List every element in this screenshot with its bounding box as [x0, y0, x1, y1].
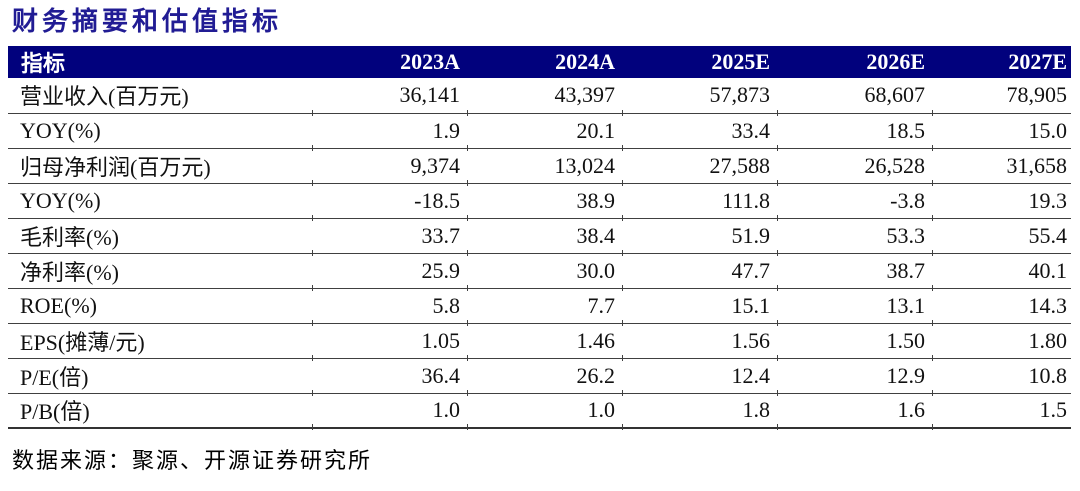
table-cell: 1.80: [932, 323, 1071, 359]
table-cell: 12.9: [777, 358, 933, 395]
header-cell-2025e: 2025E: [622, 46, 777, 78]
table-cell: 13,024: [467, 148, 623, 185]
table-cell: 1.9: [312, 113, 468, 150]
table-cell: 10.8: [932, 358, 1071, 394]
table-cell: 38.9: [467, 183, 623, 220]
row-label: P/E(倍): [8, 358, 313, 395]
table-cell: 31,658: [932, 148, 1071, 184]
table-title: 财务摘要和估值指标: [12, 7, 283, 37]
table-cell: 36,141: [312, 78, 468, 116]
table-cell: 111.8: [622, 183, 778, 220]
table-cell: 51.9: [622, 218, 778, 255]
table-cell: 1.56: [622, 323, 778, 360]
table-cell: 43,397: [467, 78, 623, 116]
row-label: EPS(摊薄/元): [8, 323, 313, 360]
table-cell: 36.4: [312, 358, 468, 395]
table-row-net-margin: 净利率(%) 25.9 30.0 47.7 38.7 40.1: [8, 253, 1071, 290]
table-cell: 1.46: [467, 323, 623, 360]
table-cell: 38.4: [467, 218, 623, 255]
header-cell-2027e: 2027E: [932, 46, 1071, 78]
table-cell: 47.7: [622, 253, 778, 290]
table-cell: 68,607: [777, 78, 933, 116]
table-cell: -18.5: [312, 183, 468, 220]
row-label: ROE(%): [8, 288, 313, 325]
row-label: 净利率(%): [8, 253, 313, 290]
table-cell: 18.5: [777, 113, 933, 150]
table-cell: 7.7: [467, 288, 623, 325]
row-label: 归母净利润(百万元): [8, 148, 313, 185]
table-row-eps: EPS(摊薄/元) 1.05 1.46 1.56 1.50 1.80: [8, 323, 1071, 360]
table-cell: 15.0: [932, 113, 1071, 149]
table-cell: 14.3: [932, 288, 1071, 324]
table-cell: 33.4: [622, 113, 778, 150]
row-label: 营业收入(百万元): [8, 78, 313, 116]
table-cell: 1.5: [932, 393, 1071, 429]
table-cell: 53.3: [777, 218, 933, 255]
row-label: P/B(倍): [8, 393, 313, 430]
table-cell: 78,905: [932, 78, 1071, 114]
table-row-net-profit: 归母净利润(百万元) 9,374 13,024 27,588 26,528 31…: [8, 148, 1071, 185]
row-label: 毛利率(%): [8, 218, 313, 255]
table-cell: 19.3: [932, 183, 1071, 219]
header-cell-2024a: 2024A: [467, 46, 622, 78]
table-cell: 33.7: [312, 218, 468, 255]
table-cell: 1.0: [467, 393, 623, 430]
header-cell-metric: 指标: [8, 46, 312, 78]
table-cell: 40.1: [932, 253, 1071, 289]
table-cell: 26.2: [467, 358, 623, 395]
report-snippet: 财务摘要和估值指标 指标 2023A 2024A 2025E 2026E 202…: [8, 7, 1071, 473]
table-cell: 9,374: [312, 148, 468, 185]
table-header-row: 指标 2023A 2024A 2025E 2026E 2027E: [8, 46, 1071, 78]
table-cell: 1.6: [777, 393, 933, 430]
table-row-pb: P/B(倍) 1.0 1.0 1.8 1.6 1.5: [8, 393, 1071, 430]
table-cell: 38.7: [777, 253, 933, 290]
header-cell-2026e: 2026E: [777, 46, 932, 78]
row-label: YOY(%): [8, 113, 313, 150]
table-cell: 5.8: [312, 288, 468, 325]
header-cell-2023a: 2023A: [312, 46, 467, 78]
table-row-roe: ROE(%) 5.8 7.7 15.1 13.1 14.3: [8, 288, 1071, 325]
table-row-revenue: 营业收入(百万元) 36,141 43,397 57,873 68,607 78…: [8, 78, 1071, 116]
row-label: YOY(%): [8, 183, 313, 220]
table-cell: 30.0: [467, 253, 623, 290]
table-row-pe: P/E(倍) 36.4 26.2 12.4 12.9 10.8: [8, 358, 1071, 395]
table-cell: 1.50: [777, 323, 933, 360]
table-cell: 57,873: [622, 78, 778, 116]
table-cell: 1.05: [312, 323, 468, 360]
data-source-note: 数据来源：聚源、开源证券研究所: [12, 448, 373, 473]
table-cell: 13.1: [777, 288, 933, 325]
table-cell: 27,588: [622, 148, 778, 185]
table-cell: -3.8: [777, 183, 933, 220]
table-cell: 20.1: [467, 113, 623, 150]
financial-summary-table: 指标 2023A 2024A 2025E 2026E 2027E 营业收入(百万…: [8, 46, 1071, 430]
table-cell: 25.9: [312, 253, 468, 290]
table-row-revenue-yoy: YOY(%) 1.9 20.1 33.4 18.5 15.0: [8, 113, 1071, 150]
table-row-gross-margin: 毛利率(%) 33.7 38.4 51.9 53.3 55.4: [8, 218, 1071, 255]
table-cell: 26,528: [777, 148, 933, 185]
table-row-profit-yoy: YOY(%) -18.5 38.9 111.8 -3.8 19.3: [8, 183, 1071, 220]
table-cell: 1.8: [622, 393, 778, 430]
table-cell: 15.1: [622, 288, 778, 325]
table-cell: 12.4: [622, 358, 778, 395]
table-cell: 1.0: [312, 393, 468, 430]
table-cell: 55.4: [932, 218, 1071, 254]
